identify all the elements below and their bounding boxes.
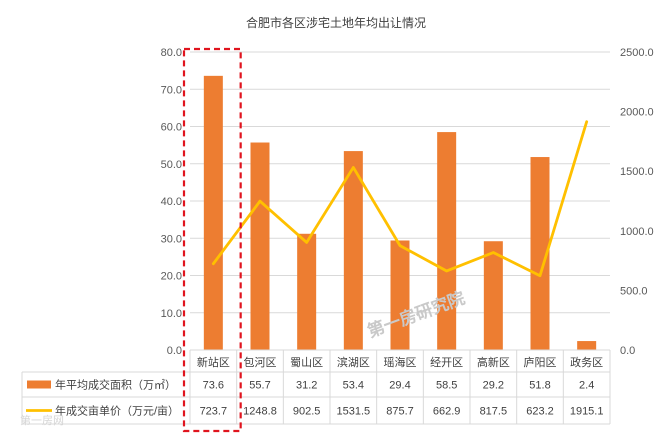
- bar: [203, 75, 223, 350]
- bar: [390, 240, 410, 350]
- bar: [530, 157, 550, 350]
- bar: [577, 341, 597, 350]
- chart-title: 合肥市各区涉宅土地年均出让情况: [246, 15, 426, 30]
- legend-label-bar: 年平均成交面积（万㎡）: [55, 378, 176, 392]
- category-label: 滨湖区: [337, 355, 370, 369]
- data-label-price: 902.5: [293, 406, 321, 418]
- right-axis-ticks: 0.0 500.0 1000.0 1500.0 2000.0 2500.0: [620, 47, 654, 357]
- data-label-area: 73.6: [203, 380, 224, 392]
- category-label: 蜀山区: [290, 356, 323, 369]
- right-tick-label: 1500.0: [620, 166, 654, 178]
- right-tick-label: 1000.0: [620, 226, 654, 238]
- data-label-price: 1531.5: [337, 406, 371, 418]
- category-label: 政务区: [570, 355, 603, 369]
- left-tick-label: 50.0: [161, 159, 182, 171]
- left-tick-label: 30.0: [161, 233, 182, 245]
- bar: [483, 241, 503, 350]
- bar-series: [203, 75, 597, 350]
- data-label-area: 53.4: [343, 380, 364, 392]
- left-tick-label: 0.0: [167, 345, 182, 357]
- right-tick-label: 500.0: [620, 285, 648, 297]
- data-label-area: 29.4: [389, 380, 410, 392]
- data-label-price: 817.5: [480, 406, 508, 418]
- data-label-area: 31.2: [296, 380, 317, 392]
- data-label-area: 55.7: [249, 380, 270, 392]
- category-label: 庐阳区: [524, 355, 557, 369]
- legend-key-bar: [27, 380, 51, 389]
- category-label: 新站区: [197, 355, 230, 369]
- left-tick-label: 40.0: [161, 196, 182, 208]
- series-line: [211, 120, 589, 278]
- data-label-price: 662.9: [433, 406, 461, 418]
- bar: [437, 132, 457, 350]
- bar: [297, 233, 317, 350]
- category-label: 包河区: [244, 356, 277, 369]
- data-label-area: 58.5: [436, 380, 457, 392]
- right-tick-label: 0.0: [620, 345, 635, 357]
- watermark-corner: 第一房网: [20, 413, 64, 427]
- right-tick-label: 2500.0: [620, 47, 654, 59]
- left-tick-label: 70.0: [161, 84, 182, 96]
- data-label-area: 2.4: [579, 380, 594, 392]
- left-tick-label: 60.0: [161, 122, 182, 134]
- left-axis-ticks: 0.0 10.0 20.0 30.0 40.0 50.0 60.0 70.0 80.0: [161, 47, 182, 357]
- left-tick-label: 80.0: [161, 47, 182, 59]
- bar: [250, 142, 270, 350]
- right-tick-label: 2000.0: [620, 107, 654, 119]
- left-tick-label: 10.0: [161, 308, 182, 320]
- data-label-price: 1248.8: [243, 406, 277, 418]
- category-label: 经开区: [430, 356, 463, 369]
- bar: [343, 151, 363, 350]
- data-label-area: 29.2: [483, 380, 504, 392]
- data-label-price: 875.7: [386, 406, 414, 418]
- category-label: 瑶海区: [384, 355, 417, 369]
- category-label: 高新区: [477, 355, 510, 369]
- legend-label-line: 年成交亩单价（万元/亩）: [55, 404, 179, 418]
- data-label-price: 1915.1: [570, 406, 604, 418]
- data-label-area: 51.8: [529, 380, 550, 392]
- left-tick-label: 20.0: [161, 271, 182, 283]
- data-label-price: 623.2: [526, 406, 554, 418]
- line-series: [211, 120, 589, 278]
- data-label-price: 723.7: [200, 406, 228, 418]
